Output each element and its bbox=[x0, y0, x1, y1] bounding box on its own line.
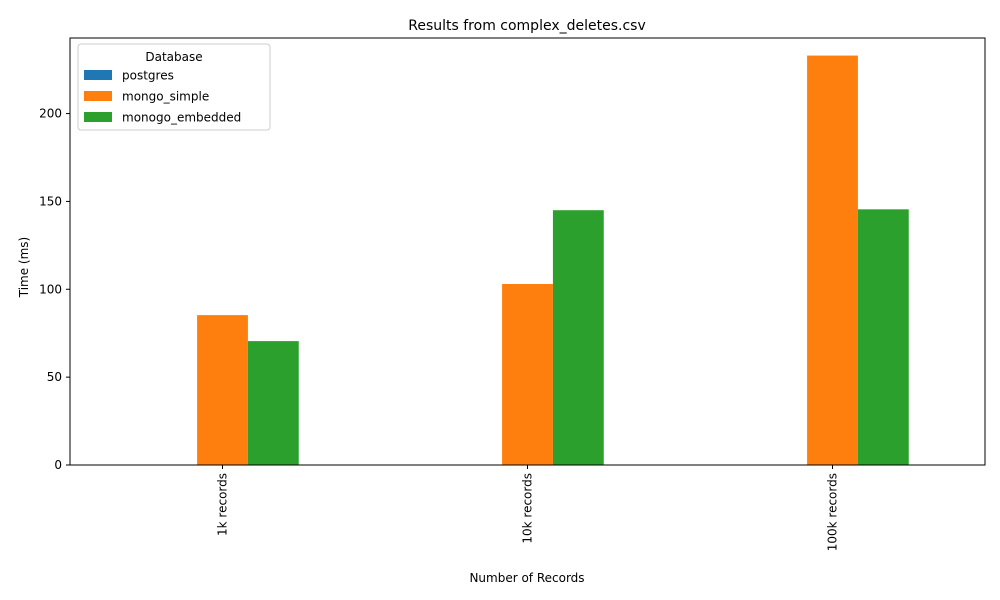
bar-1-0 bbox=[197, 315, 248, 465]
legend-swatch-0 bbox=[84, 70, 112, 80]
bar-2-1 bbox=[552, 210, 604, 465]
x-tick-label-0: 1k records bbox=[216, 473, 230, 536]
legend-label-0: postgres bbox=[122, 69, 174, 83]
y-axis-label: Time (ms) bbox=[17, 237, 31, 299]
bar-2-2 bbox=[857, 209, 909, 465]
chart-title: Results from complex_deletes.csv bbox=[408, 18, 646, 34]
y-tick-label-0: 0 bbox=[54, 458, 62, 472]
y-tick-label-4: 200 bbox=[39, 107, 62, 121]
legend-label-1: mongo_simple bbox=[122, 90, 209, 104]
y-tick-label-3: 150 bbox=[39, 194, 62, 208]
bar-2-0 bbox=[247, 341, 299, 465]
y-tick-label-2: 100 bbox=[39, 282, 62, 296]
x-tick-label-2: 100k records bbox=[826, 473, 840, 551]
legend-title: Database bbox=[145, 50, 202, 64]
x-axis-label: Number of Records bbox=[469, 571, 584, 585]
bar-1-2 bbox=[807, 55, 858, 465]
bars-group bbox=[197, 55, 909, 465]
legend-swatch-1 bbox=[84, 91, 112, 101]
bar-1-1 bbox=[502, 284, 553, 465]
legend: Database postgres mongo_simple monogo_emb… bbox=[77, 43, 271, 131]
legend-box bbox=[77, 43, 271, 131]
legend-label-2: monogo_embedded bbox=[122, 111, 241, 125]
y-tick-label-1: 50 bbox=[47, 370, 62, 384]
axes-group: 0 50 100 150 200 1k records 10k records 100k re… bbox=[39, 37, 986, 551]
x-tick-label-1: 10k records bbox=[521, 473, 535, 544]
legend-swatch-2 bbox=[84, 112, 112, 122]
